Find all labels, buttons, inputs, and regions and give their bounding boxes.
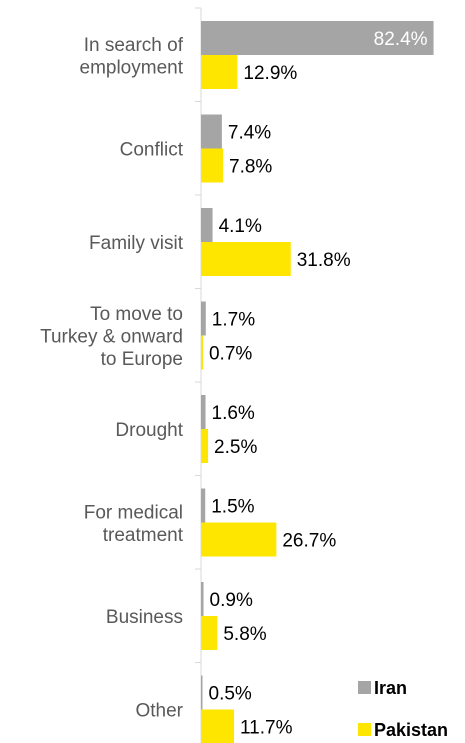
category-label-business: Business — [106, 607, 183, 628]
value-label-pakistan-to-move-to-turkey-onward-to-europe: 0.7% — [209, 344, 252, 365]
bar-pakistan-conflict — [201, 148, 224, 183]
value-label-pakistan-conflict: 7.8% — [229, 157, 272, 178]
bar-iran-in-search-of-employment — [201, 21, 434, 55]
bar-iran-for-medical-treatment — [201, 488, 206, 523]
y-axis-ticks — [195, 7, 201, 663]
bar-pakistan-for-medical-treatment — [201, 522, 277, 557]
bar-pakistan-family-visit — [201, 242, 291, 276]
bar-pakistan-to-move-to-turkey-onward-to-europe — [201, 335, 203, 370]
bar-iran-to-move-to-turkey-onward-to-europe — [201, 301, 206, 336]
category-labels: In search of employment Conflict Family vis… — [40, 35, 184, 722]
value-label-iran-for-medical-treatment: 1.5% — [211, 497, 254, 518]
value-label-iran-family-visit: 4.1% — [219, 216, 262, 237]
category-label-conflict: Conflict — [120, 140, 184, 161]
bar-iran-other — [201, 675, 203, 710]
category-label-other: Other — [135, 701, 183, 722]
value-label-iran-in-search-of-employment: 82.4% — [374, 29, 428, 50]
value-label-pakistan-business: 5.8% — [223, 624, 266, 645]
value-label-iran-business: 0.9% — [210, 590, 253, 611]
value-label-iran-other: 0.5% — [209, 684, 252, 705]
bar-iran-drought — [201, 395, 206, 429]
legend-swatch-iran — [358, 681, 371, 694]
category-label-to-move-to-turkey-onward-to-europe: To move to Turkey & onward to Europe — [40, 304, 183, 370]
bar-iran-family-visit — [201, 208, 213, 242]
bar-pakistan-drought — [201, 429, 209, 463]
value-label-pakistan-drought: 2.5% — [214, 437, 257, 458]
bar-iran-conflict — [201, 114, 222, 149]
value-label-pakistan-in-search-of-employment: 12.9% — [243, 63, 297, 84]
category-label-for-medical-treatment: For medical treatment — [84, 502, 184, 546]
bar-pakistan-business — [201, 616, 218, 650]
legend: Iran Pakistan — [358, 678, 448, 740]
category-label-family-visit: Family visit — [89, 233, 184, 254]
bar-iran-business — [201, 582, 204, 616]
legend-swatch-pakistan — [358, 723, 371, 736]
legend-label-iran: Iran — [374, 678, 407, 698]
legend-label-pakistan: Pakistan — [374, 720, 448, 740]
value-label-pakistan-for-medical-treatment: 26.7% — [282, 531, 336, 552]
bar-pakistan-in-search-of-employment — [201, 55, 238, 89]
value-label-iran-drought: 1.6% — [212, 403, 255, 424]
category-label-drought: Drought — [115, 420, 183, 441]
category-label-in-search-of-employment: In search of employment — [80, 35, 184, 79]
value-label-pakistan-family-visit: 31.8% — [297, 250, 351, 271]
value-labels: 82.4% 12.9% 7.4% 7.8% 4.1% 31.8% 1.7% 0.7% 1.6% 2… — [209, 29, 428, 739]
value-label-pakistan-other: 11.7% — [240, 718, 293, 739]
value-label-iran-to-move-to-turkey-onward-to-europe: 1.7% — [212, 310, 255, 331]
value-label-iran-conflict: 7.4% — [228, 123, 271, 144]
bars — [201, 21, 434, 743]
bar-pakistan-other — [201, 709, 235, 743]
